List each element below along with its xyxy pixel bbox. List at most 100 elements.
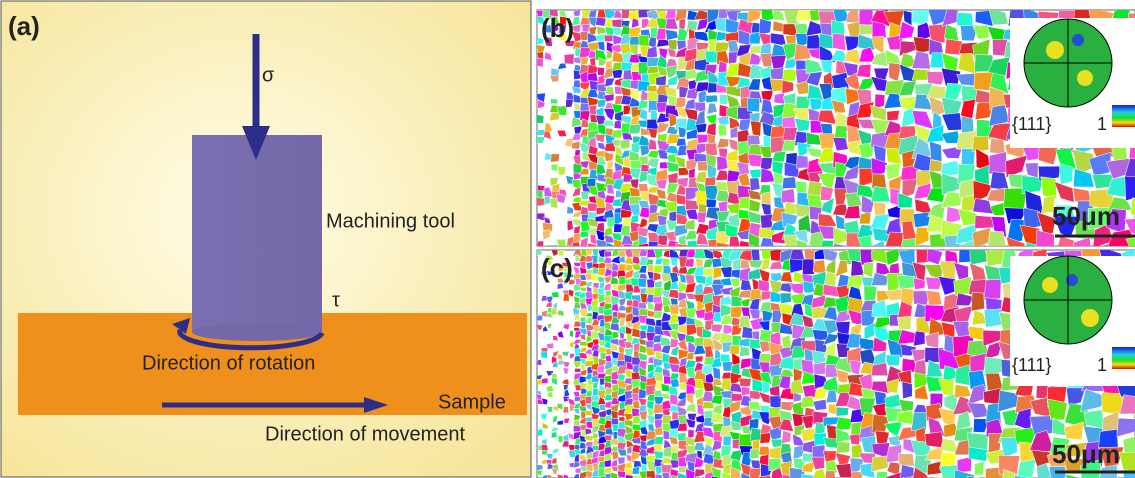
key-label: 1 xyxy=(1097,355,1107,375)
grain xyxy=(739,347,749,357)
grain xyxy=(618,457,626,464)
grain xyxy=(639,35,649,47)
grain xyxy=(551,308,557,316)
grain xyxy=(971,292,984,311)
grain xyxy=(631,379,640,389)
pole-figure-c: {111} 1 xyxy=(1010,256,1135,386)
grain xyxy=(546,386,553,392)
grain xyxy=(611,296,620,305)
grain xyxy=(547,343,554,349)
grain xyxy=(713,313,721,322)
panel-label: (c) xyxy=(541,253,573,283)
grain xyxy=(902,382,912,399)
grain xyxy=(639,389,647,400)
grain xyxy=(662,472,670,478)
grain xyxy=(697,212,706,223)
grain xyxy=(825,471,836,478)
grain xyxy=(770,67,784,79)
grain xyxy=(629,124,641,134)
grain xyxy=(720,354,730,363)
grain xyxy=(536,360,541,366)
scale-label: 50μm xyxy=(1052,439,1120,469)
movement-label: Direction of movement xyxy=(265,423,466,445)
grain xyxy=(784,235,797,252)
grain xyxy=(984,279,1001,300)
pole-spot xyxy=(1081,309,1099,327)
grain xyxy=(640,331,647,340)
grain xyxy=(836,417,852,429)
pole-label: {111} xyxy=(1012,114,1051,134)
grain xyxy=(541,378,548,383)
grain xyxy=(695,309,705,318)
grain xyxy=(780,293,792,303)
grain xyxy=(558,435,563,443)
grain xyxy=(849,434,860,445)
grain xyxy=(973,136,989,151)
grain xyxy=(593,382,599,388)
grain xyxy=(987,231,1007,251)
pole-figure-b: {111} 1 xyxy=(1010,18,1135,148)
grain xyxy=(989,152,1007,174)
grain xyxy=(597,268,605,276)
grain xyxy=(897,316,911,329)
pole-spot xyxy=(1077,70,1093,86)
grain xyxy=(614,120,621,129)
grain xyxy=(552,362,558,367)
grain xyxy=(773,8,784,21)
grain xyxy=(605,428,614,435)
grain xyxy=(604,251,612,257)
grain xyxy=(930,53,943,68)
grain xyxy=(696,82,710,92)
grain xyxy=(886,355,900,366)
grain xyxy=(957,12,973,27)
grain xyxy=(547,407,553,413)
shear-label: τ xyxy=(332,289,340,311)
grain xyxy=(604,460,611,467)
grain xyxy=(695,275,706,284)
grain xyxy=(587,178,596,187)
grain xyxy=(750,449,759,459)
panel-label: (b) xyxy=(541,13,574,43)
grain xyxy=(761,291,771,300)
grain xyxy=(731,393,742,401)
grain xyxy=(836,441,850,453)
grain xyxy=(604,120,615,126)
grain xyxy=(580,231,589,237)
grain xyxy=(718,125,727,137)
grain xyxy=(570,330,574,337)
grain xyxy=(741,386,749,395)
grain xyxy=(536,241,543,250)
grain xyxy=(747,98,760,112)
grain xyxy=(898,454,914,467)
grain xyxy=(925,432,944,448)
grain xyxy=(632,467,640,475)
grain xyxy=(859,9,873,26)
grain xyxy=(975,461,985,475)
grain xyxy=(646,471,655,478)
grain xyxy=(574,262,581,266)
panel-label: (a) xyxy=(8,11,40,41)
grain xyxy=(607,161,614,169)
grain xyxy=(897,275,915,289)
grain xyxy=(742,326,753,338)
pole-spot xyxy=(1042,277,1058,293)
grain xyxy=(926,290,942,305)
grain xyxy=(581,192,589,200)
grain xyxy=(802,259,814,275)
grain xyxy=(551,154,560,162)
grain xyxy=(655,474,663,478)
sample-label: Sample xyxy=(438,391,506,413)
grain xyxy=(558,360,564,365)
grain xyxy=(648,241,658,248)
grain xyxy=(638,278,646,287)
grain xyxy=(873,202,885,217)
grain xyxy=(812,330,828,341)
key-label: 1 xyxy=(1097,114,1107,134)
grain xyxy=(912,6,931,25)
grain xyxy=(759,446,770,454)
grain xyxy=(567,220,573,230)
rotation-label: Direction of rotation xyxy=(142,352,315,374)
grain xyxy=(913,331,925,346)
grain xyxy=(541,352,548,359)
grain xyxy=(820,123,832,134)
